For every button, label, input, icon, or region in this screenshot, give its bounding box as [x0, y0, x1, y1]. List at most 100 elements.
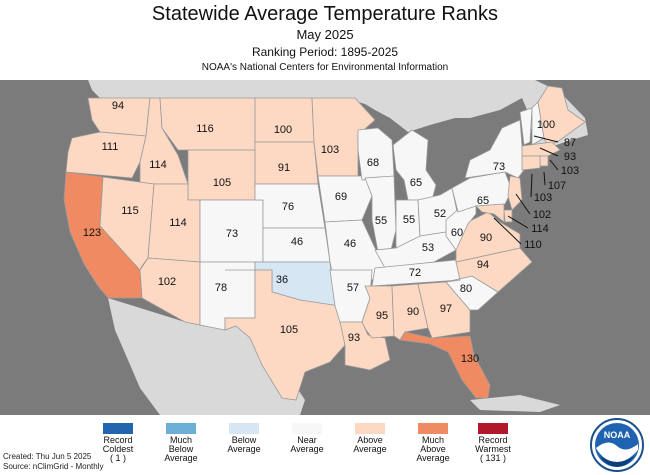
- rank-label-vt: 87: [564, 137, 576, 149]
- legend-swatch-much-below: [166, 423, 196, 434]
- rank-label-nc: 94: [477, 259, 489, 271]
- rank-label-al: 90: [407, 306, 419, 318]
- legend-label-line: Average: [227, 444, 261, 454]
- noaa-logo-wave: [600, 456, 634, 467]
- created-date: Created: Thu Jun 5 2025: [3, 452, 92, 461]
- rank-label-mo: 46: [344, 238, 356, 250]
- rank-label-md: 110: [524, 239, 542, 251]
- state-or: [65, 131, 147, 179]
- map-title: Statewide Average Temperature Ranks: [151, 3, 499, 25]
- rank-label-la: 93: [348, 332, 360, 344]
- legend-label-near: Near Average: [272, 436, 342, 454]
- noaa-logo-gull: [596, 442, 638, 462]
- rank-label-pa: 65: [477, 195, 489, 207]
- state-nj: [507, 175, 523, 211]
- leader-line-ma: [549, 159, 559, 171]
- rank-label-ct: 103: [534, 192, 552, 204]
- legend-label-line: Record: [478, 435, 508, 445]
- rank-label-ky: 53: [422, 242, 434, 254]
- map-period: May 2025: [296, 27, 354, 42]
- rank-label-wv: 60: [451, 227, 463, 239]
- noaa-logo-text: NOAA: [604, 430, 631, 440]
- rank-label-in: 55: [403, 214, 415, 226]
- legend-label-line: Above: [420, 444, 446, 454]
- ranking-period: Ranking Period: 1895-2025: [251, 45, 399, 59]
- legend-swatch-record-coldest: [103, 423, 133, 434]
- legend-label-line: Near: [297, 435, 317, 445]
- legend-label-much-above: Much Above Average: [398, 436, 468, 463]
- leader-line-ct: [530, 173, 533, 198]
- rank-label-de: 114: [531, 223, 549, 235]
- mexico-land: [108, 298, 305, 415]
- rank-label-wi: 68: [367, 157, 379, 169]
- rank-label-id: 114: [149, 159, 167, 171]
- legend-label-line: Record: [103, 435, 133, 445]
- rank-label-oh: 52: [434, 208, 446, 220]
- state-md: [475, 203, 505, 223]
- legend-label-line: Much: [169, 435, 192, 445]
- legend-label-line: ( 1 ): [109, 453, 126, 463]
- rank-label-tx: 105: [280, 324, 298, 336]
- legend-label-line: Coldest: [102, 444, 134, 454]
- rank-label-va: 90: [480, 232, 492, 244]
- rank-label-ga: 97: [440, 303, 452, 315]
- legend-label-line: Average: [353, 444, 387, 454]
- rank-label-ut: 114: [169, 217, 187, 229]
- legend-label-line: Below: [168, 444, 194, 454]
- legend-label-below: Below Average: [209, 436, 279, 454]
- rank-label-nm: 78: [215, 282, 227, 294]
- rank-label-nv: 115: [121, 205, 139, 217]
- rank-label-or: 111: [102, 141, 119, 153]
- state-ny: [464, 119, 525, 179]
- legend-swatch-below: [229, 423, 259, 434]
- legend-label-line: Average: [164, 453, 198, 463]
- leader-line-vt: [533, 135, 559, 143]
- data-source: Source: nClimGrid - Monthly: [3, 462, 104, 471]
- rank-label-wy: 105: [213, 177, 231, 189]
- rank-label-ca: 123: [83, 227, 101, 239]
- rank-label-ia: 69: [335, 191, 347, 203]
- rank-label-mi: 65: [410, 177, 422, 189]
- rank-label-nj: 102: [533, 209, 551, 221]
- legend-label-record-warmest: Record Warmest( 131 ): [458, 436, 528, 463]
- state-fl: [399, 331, 491, 399]
- rank-label-az: 102: [158, 276, 176, 288]
- legend-label-line: Below: [231, 435, 257, 445]
- canada-land: [88, 80, 588, 148]
- state-mi: [392, 129, 437, 201]
- rank-label-sd: 91: [278, 162, 290, 174]
- source-line: NOAA's National Centers for Environmenta…: [201, 62, 449, 73]
- rank-label-sc: 80: [460, 283, 472, 295]
- rank-label-ny: 73: [493, 161, 505, 173]
- rank-label-nd: 100: [274, 124, 292, 136]
- rank-label-ms: 95: [376, 310, 388, 322]
- noaa-logo: NOAA: [590, 418, 644, 472]
- cuba-land: [470, 395, 560, 412]
- state-ia: [317, 175, 373, 223]
- state-tx: [224, 269, 346, 401]
- rank-label-co: 73: [226, 228, 238, 240]
- rank-label-wa: 94: [112, 100, 124, 112]
- rank-label-ri: 107: [548, 180, 566, 192]
- us-temperature-map: 94 111 123 114 115 116 105 114 102 73 78 100 91 76 46 3…: [0, 80, 650, 415]
- leader-line-nh: [539, 147, 559, 157]
- rank-label-me: 100: [537, 119, 555, 131]
- state-mn: [311, 97, 376, 177]
- rank-label-mt: 116: [196, 123, 214, 135]
- rank-label-ks: 46: [291, 236, 303, 248]
- legend-label-line: Average: [416, 453, 450, 463]
- legend-label-much-below: Much Below Average: [146, 436, 216, 463]
- rank-label-il: 55: [375, 215, 387, 227]
- state-me: [537, 85, 586, 147]
- legend-label-line: Warmest: [475, 444, 511, 454]
- leader-line-ri: [543, 171, 546, 186]
- state-wy: [187, 149, 256, 201]
- state-ri: [539, 155, 549, 167]
- legend-swatch-above: [355, 423, 385, 434]
- rank-label-ma: 103: [561, 165, 579, 177]
- state-vt: [519, 107, 533, 146]
- legend-label-above: Above Average: [335, 436, 405, 454]
- legend-label-line: ( 131 ): [479, 453, 506, 463]
- legend-label-line: Average: [290, 444, 324, 454]
- legend-swatch-much-above: [418, 423, 448, 434]
